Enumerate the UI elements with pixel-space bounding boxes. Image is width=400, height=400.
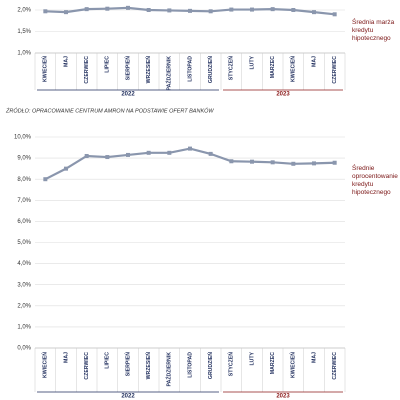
point [105, 155, 110, 160]
point [332, 160, 337, 165]
point [43, 9, 48, 14]
point [146, 150, 151, 155]
x-tick-label: SIERPIEŃ [123, 56, 131, 80]
group-label: 2022 [121, 394, 135, 400]
x-tick-label: STYCZEŃ [227, 352, 235, 376]
point [229, 7, 234, 12]
point [208, 151, 213, 156]
group-label: 2023 [276, 394, 290, 400]
point [270, 7, 275, 12]
x-tick-label: LIPIEC [105, 352, 111, 369]
x-tick-label: WRZESIEŃ [144, 352, 152, 380]
x-tick-label: MAJ [63, 56, 69, 67]
point [64, 166, 68, 171]
x-tick-label: PAŹDZIERNIK [165, 352, 173, 387]
group-label: 2023 [276, 92, 290, 98]
source-note: ŹRÓDŁO: OPRACOWANIE CENTRUM AMRON NA POD… [5, 107, 214, 114]
x-tick-label: CZERWIEC [84, 56, 90, 84]
point [167, 150, 172, 155]
x-tick-label: KWIECIEŃ [41, 56, 49, 82]
y-tick-label: 7,0% [17, 198, 31, 204]
y-tick-label: 1,5% [17, 29, 31, 35]
point [250, 159, 254, 164]
point [291, 161, 296, 166]
point [126, 5, 130, 10]
x-tick-label: MAJ [63, 352, 69, 363]
point [43, 177, 48, 182]
point [312, 161, 316, 166]
point [64, 10, 68, 15]
x-tick-label: GRUDZIEŃ [206, 56, 214, 83]
x-tick-label: LIPIEC [105, 56, 111, 73]
x-tick-label: MAJ [311, 56, 317, 67]
x-tick-label: MARZEC [270, 352, 276, 374]
x-tick-label: LUTY [249, 55, 255, 69]
point [250, 7, 254, 12]
point [146, 8, 151, 12]
point [126, 152, 130, 157]
x-tick-label: LISTOPAD [187, 352, 193, 378]
x-tick-label: CZERWIEC [332, 56, 338, 84]
x-tick-label: WRZESIEŃ [144, 56, 152, 84]
x-tick-label: GRUDZIEŃ [206, 352, 214, 379]
y-tick-label: 4,0% [17, 261, 31, 267]
y-tick-label: 3,0% [17, 282, 31, 288]
point [270, 160, 275, 165]
y-tick-label: 5,0% [17, 240, 31, 246]
x-tick-label: STYCZEŃ [227, 56, 235, 80]
x-tick-label: LUTY [249, 351, 255, 365]
point [84, 7, 89, 12]
y-tick-label: 2,0% [17, 303, 31, 309]
x-tick-label: PAŹDZIERNIK [165, 56, 173, 91]
point [105, 6, 110, 11]
x-tick-label: KWIECIEŃ [289, 56, 297, 82]
point [188, 8, 192, 13]
y-tick-label: 0,0% [17, 346, 31, 352]
legend-label: Średnie oprocentowanie kredytu hipotecznego [352, 163, 398, 196]
y-tick-label: 2,0% [17, 8, 31, 14]
point [188, 146, 192, 151]
y-tick-label: 1,0% [17, 324, 31, 330]
point [208, 9, 213, 14]
y-tick-label: 1,0% [17, 51, 31, 57]
group-label: 2022 [121, 92, 135, 98]
point [84, 153, 89, 158]
series-line [44, 147, 335, 181]
y-tick-label: 10,0% [14, 135, 32, 141]
y-tick-label: 9,0% [17, 156, 31, 162]
y-tick-label: 8,0% [17, 177, 31, 183]
x-tick-label: SIERPIEŃ [123, 352, 131, 376]
x-tick-label: CZERWIEC [332, 352, 338, 380]
x-tick-label: KWIECIEŃ [41, 352, 49, 378]
legend-label: Średnia marża kredytu hipotecznego [352, 17, 395, 42]
y-tick-label: 6,0% [17, 219, 31, 225]
x-tick-label: CZERWIEC [84, 352, 90, 380]
point [312, 10, 316, 15]
point [291, 8, 296, 12]
x-tick-label: MAJ [311, 352, 317, 363]
x-tick-label: MARZEC [270, 56, 276, 78]
point [167, 8, 172, 13]
x-tick-label: LISTOPAD [187, 56, 193, 82]
point [229, 159, 234, 164]
x-tick-label: KWIECIEŃ [289, 352, 297, 378]
point [332, 12, 337, 17]
